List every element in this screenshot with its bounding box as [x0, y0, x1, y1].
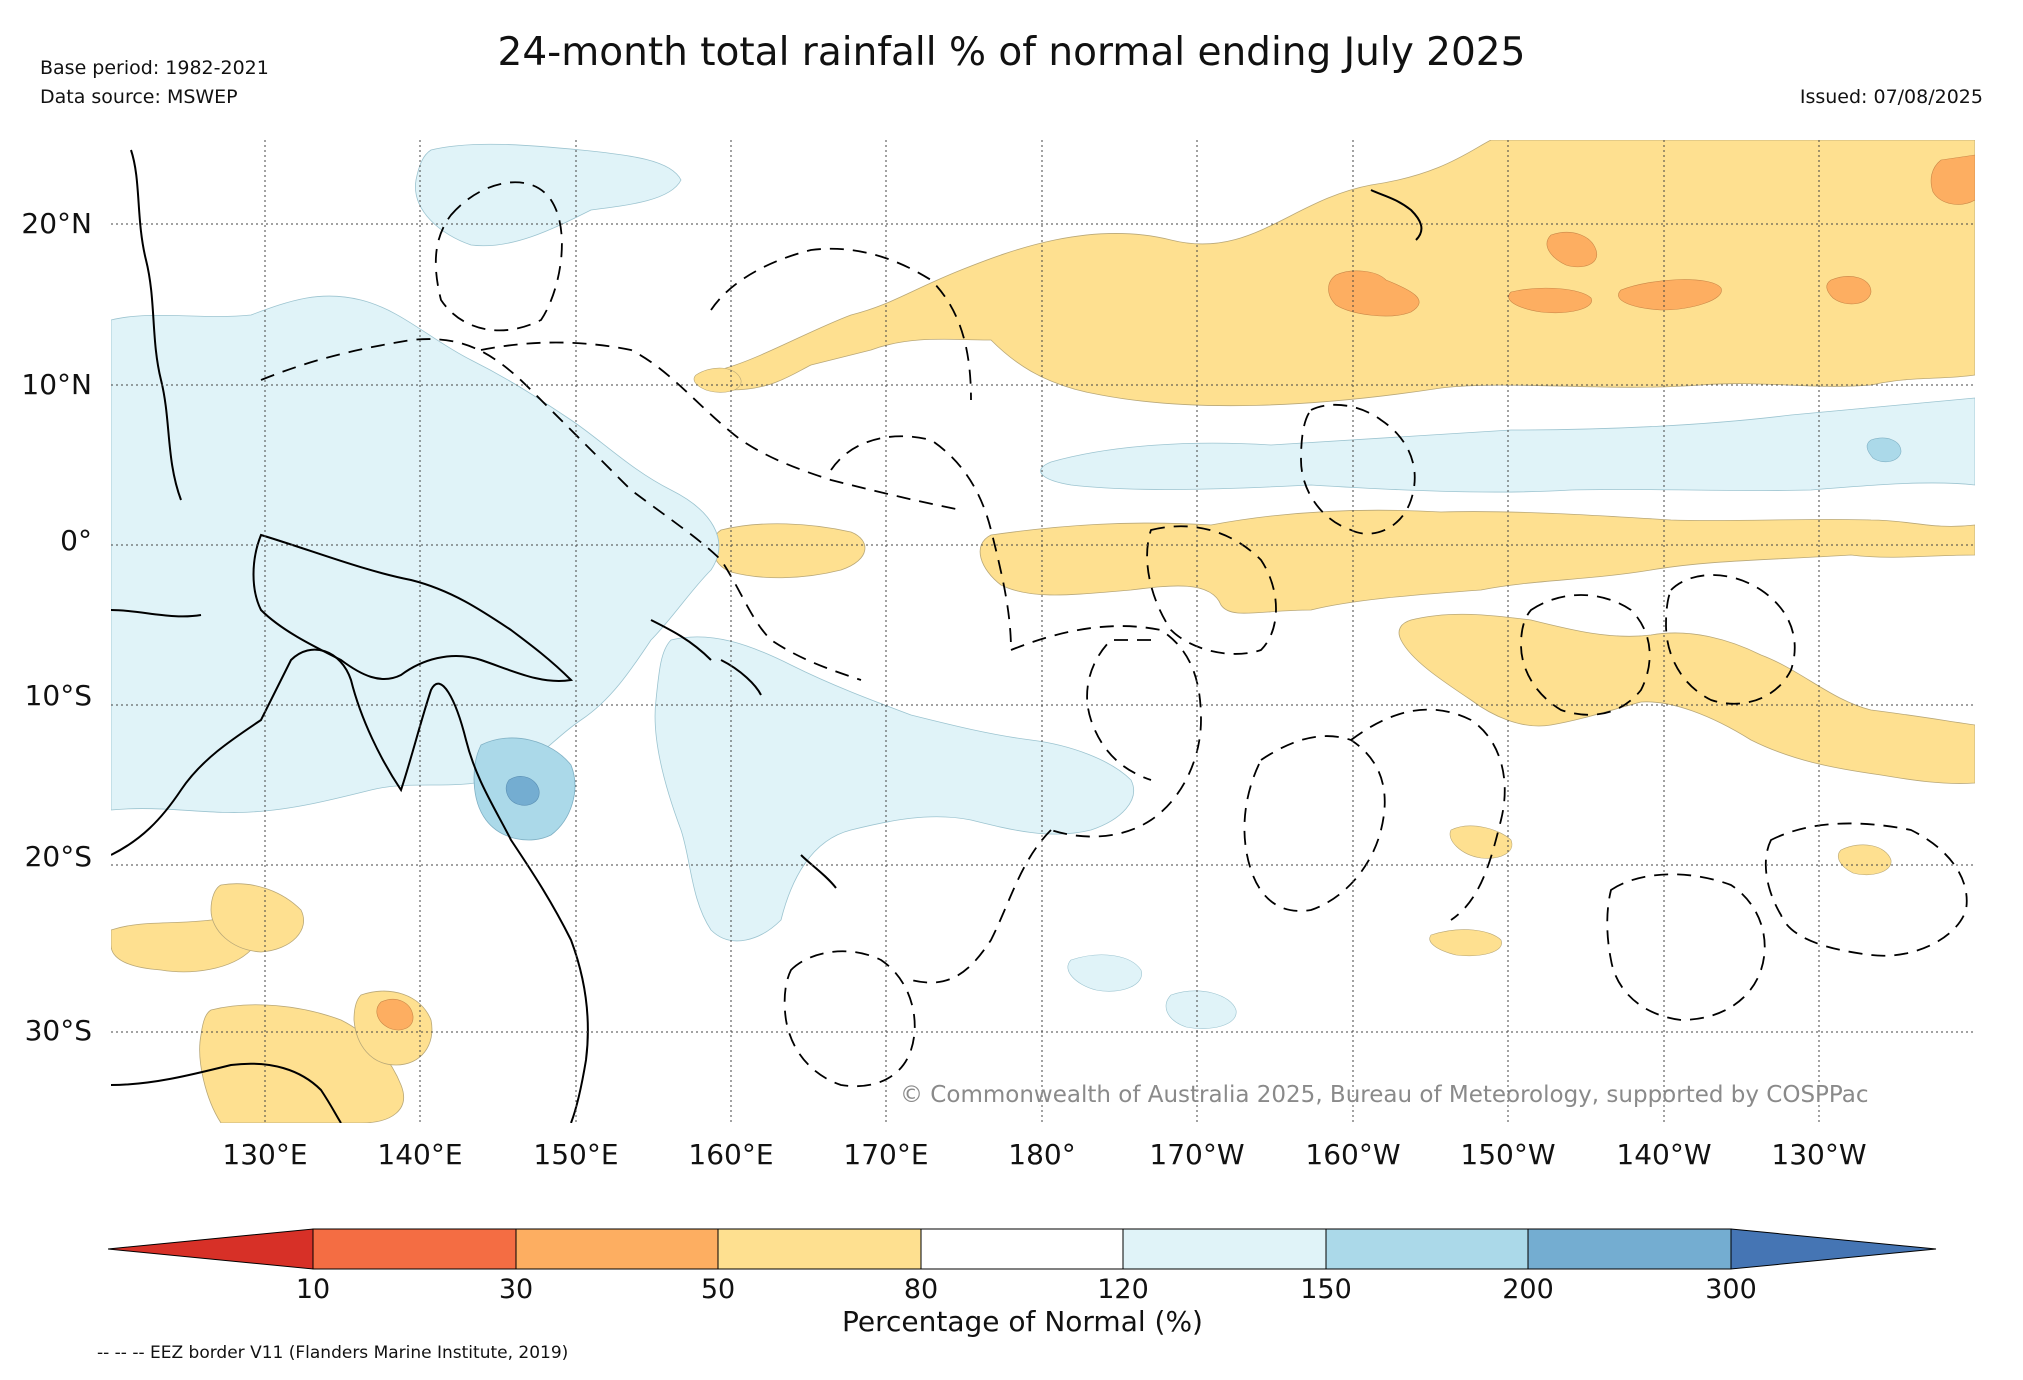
- lon-label-150w: 150°W: [1460, 1138, 1556, 1171]
- colorbar-30-50: [515, 1228, 719, 1270]
- very-dry-patch-5: [1826, 276, 1872, 305]
- map-title: 24-month total rainfall % of normal endi…: [497, 30, 1526, 75]
- lon-label-160w: 160°W: [1305, 1138, 1401, 1171]
- dry-band-south-pacific: [1398, 613, 1975, 784]
- coastline-south-australia: [111, 1062, 342, 1123]
- lat-label-10n: 10°N: [21, 368, 92, 401]
- rainfall-map: [111, 140, 1975, 1123]
- colorbar-tick-120: 120: [1097, 1274, 1149, 1305]
- base-period-text: Base period: 1982-2021: [40, 57, 269, 79]
- lat-label-20s: 20°S: [24, 840, 92, 873]
- coastline-australia: [111, 648, 589, 1123]
- wet-patch-200: [1866, 437, 1902, 463]
- lon-label-170w: 170°W: [1149, 1138, 1245, 1171]
- eez-borders: [260, 181, 1968, 1088]
- colorbar-120-150: [1122, 1228, 1327, 1270]
- colorbar-gt300: [1730, 1228, 1937, 1270]
- very-dry-patch-australia: [376, 998, 414, 1031]
- dry-region-australia-central: [210, 883, 304, 953]
- colorbar-tick-50: 50: [700, 1274, 736, 1305]
- colorbar-150-200: [1325, 1228, 1529, 1270]
- lat-label-0: 0°: [60, 524, 92, 557]
- wet-patch-south: [1067, 954, 1142, 992]
- lat-label-20n: 20°N: [21, 207, 92, 240]
- lon-label-130w: 130°W: [1771, 1138, 1867, 1171]
- colorbar-label: Percentage of Normal (%): [842, 1305, 1203, 1338]
- colorbar-50-80: [717, 1228, 922, 1270]
- dry-patch-1: [1449, 825, 1513, 859]
- coastline-hawaii: [1370, 189, 1423, 241]
- very-dry-patch-4: [1618, 279, 1722, 311]
- colorbar: [108, 1228, 1937, 1270]
- colorbar-tick-80: 80: [903, 1274, 939, 1305]
- graticule: [111, 140, 1975, 1123]
- very-dry-patch-3: [1508, 287, 1592, 313]
- coastline-philippines: [130, 149, 182, 501]
- copyright-text: © Commonwealth of Australia 2025, Bureau…: [900, 1082, 1869, 1108]
- colorbar-10-30: [312, 1228, 517, 1270]
- colorbar-lt10: [108, 1228, 314, 1270]
- very-wet-patch-queensland: [505, 776, 540, 806]
- dry-band-equatorial: [712, 509, 1975, 614]
- very-dry-patch-6: [1930, 154, 1975, 205]
- wet-region-north-east: [415, 143, 682, 247]
- issued-date-text: Issued: 07/08/2025: [1799, 86, 1983, 108]
- colorbar-80-120: [920, 1228, 1124, 1270]
- colorbar-tick-200: 200: [1502, 1274, 1554, 1305]
- dry-patch-2: [1429, 929, 1502, 957]
- lon-label-140e: 140°E: [377, 1138, 463, 1171]
- dry-region-australia-south: [199, 1004, 404, 1123]
- coastline-solomon-islands: [650, 619, 762, 696]
- colorbar-tick-10: 10: [295, 1274, 331, 1305]
- wet-patch-south-2: [1165, 990, 1237, 1029]
- colorbar-tick-30: 30: [498, 1274, 534, 1305]
- lon-label-160e: 160°E: [688, 1138, 774, 1171]
- colorbar-tick-150: 150: [1300, 1274, 1352, 1305]
- wet-region-maritime-continent: [111, 295, 720, 813]
- coastlines: [111, 149, 1423, 1123]
- dry-patch-3: [1838, 844, 1892, 876]
- coastline-borneo: [111, 609, 202, 618]
- very-dry-patch-1: [1328, 270, 1420, 317]
- lat-label-30s: 30°S: [24, 1014, 92, 1047]
- lon-label-170e: 170°E: [843, 1138, 929, 1171]
- dry-patch-marshall: [693, 367, 742, 393]
- eez-footnote: -- -- -- EEZ border V11 (Flanders Marine…: [97, 1343, 569, 1363]
- lat-label-10s: 10°S: [24, 679, 92, 712]
- lon-label-130e: 130°E: [222, 1138, 308, 1171]
- very-dry-patch-2: [1546, 231, 1598, 268]
- coastline-new-guinea: [252, 533, 574, 682]
- colorbar-tick-300: 300: [1705, 1274, 1757, 1305]
- colorbar-200-300: [1527, 1228, 1732, 1270]
- data-source-text: Data source: MSWEP: [40, 86, 238, 108]
- lon-label-180: 180°: [1008, 1138, 1076, 1171]
- lon-label-150e: 150°E: [533, 1138, 619, 1171]
- coastline-new-caledonia: [800, 854, 837, 889]
- wet-region-coral-sea: [654, 636, 1134, 942]
- lon-label-140w: 140°W: [1616, 1138, 1712, 1171]
